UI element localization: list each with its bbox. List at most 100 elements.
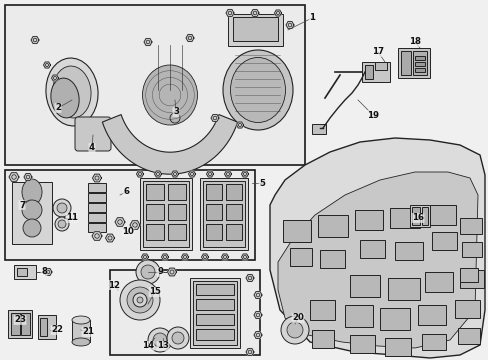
Polygon shape [245,275,253,282]
Text: 15: 15 [149,288,161,297]
Text: 2: 2 [55,104,61,112]
Text: 9: 9 [157,267,163,276]
Polygon shape [285,22,293,28]
Bar [359,240,384,258]
Bar [394,242,422,260]
Bar [142,181,189,247]
Bar [414,68,424,72]
Polygon shape [141,254,148,260]
Bar [146,204,163,220]
Bar [88,223,106,232]
Bar [21,313,30,335]
Bar [317,215,347,237]
Polygon shape [201,254,208,260]
Polygon shape [31,36,39,44]
Bar [349,275,379,297]
Bar [225,224,242,240]
Polygon shape [167,268,176,276]
Polygon shape [181,254,188,260]
Ellipse shape [223,50,292,130]
Polygon shape [44,269,52,275]
Bar [461,242,481,257]
Circle shape [148,328,172,352]
Text: 16: 16 [411,213,423,222]
Bar [389,208,419,228]
Polygon shape [161,254,168,260]
Text: 3: 3 [173,108,179,117]
Polygon shape [136,171,143,177]
Circle shape [286,322,303,338]
Text: 12: 12 [108,280,120,289]
Polygon shape [51,75,59,81]
Bar [17,268,27,276]
Bar [412,51,426,75]
Bar [387,278,419,300]
Text: 13: 13 [157,342,169,351]
Circle shape [55,217,69,231]
Text: 5: 5 [259,179,264,188]
Circle shape [281,316,308,344]
Polygon shape [43,62,50,68]
Bar [205,224,222,240]
Bar [88,203,106,212]
Text: 22: 22 [51,325,63,334]
Polygon shape [171,171,178,177]
Ellipse shape [230,58,285,122]
Text: 10: 10 [122,228,134,237]
Bar [311,330,333,348]
Ellipse shape [22,200,42,220]
Polygon shape [24,174,32,180]
Bar [345,305,372,327]
Polygon shape [245,348,253,355]
Text: 6: 6 [123,188,129,197]
Bar [146,224,163,240]
Ellipse shape [46,58,98,126]
Circle shape [58,220,66,228]
Bar [203,181,244,247]
Text: 8: 8 [41,267,47,276]
Circle shape [136,260,160,284]
Bar [311,124,325,134]
Bar [417,305,445,325]
Bar [309,300,334,320]
Circle shape [167,327,189,349]
Bar [193,281,237,345]
Bar [8,310,32,338]
Bar [225,184,242,200]
Bar [88,183,106,192]
Bar [12,182,52,244]
Bar [414,56,424,60]
Text: 19: 19 [366,111,378,120]
Bar [38,315,56,339]
Text: 21: 21 [82,328,94,337]
Bar [454,300,479,318]
Bar [384,338,410,356]
Bar [354,210,382,230]
Circle shape [153,333,167,347]
Bar [196,299,234,310]
Bar [431,232,456,250]
Bar [421,207,427,225]
Bar [168,224,185,240]
Polygon shape [188,171,195,177]
Bar [364,65,372,79]
FancyBboxPatch shape [75,117,111,151]
Text: 1: 1 [308,13,314,22]
Bar [196,314,234,325]
Polygon shape [105,234,114,242]
Bar [200,178,247,250]
Bar [14,265,36,279]
Bar [205,184,222,200]
Text: 14: 14 [142,342,154,351]
Circle shape [120,280,160,320]
Bar [459,268,477,282]
Polygon shape [225,9,234,17]
Bar [349,335,374,353]
Bar [459,218,481,234]
Bar [205,204,222,220]
Polygon shape [253,311,262,319]
Polygon shape [130,221,140,229]
Bar [196,329,234,340]
Polygon shape [274,10,281,16]
Polygon shape [221,254,228,260]
